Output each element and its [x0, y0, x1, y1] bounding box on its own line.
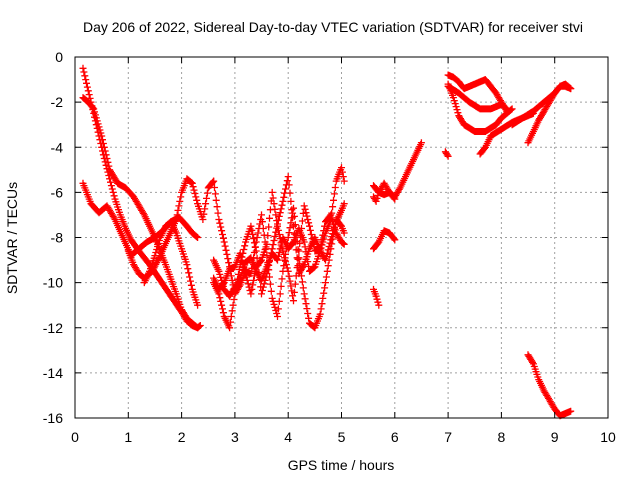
axis-ticks: 0 1 2 3 4 5 6 7 8 9 10 0 -2 -4 -6 -8 -10 -12 -14 -16 [43, 49, 616, 445]
series-arc-1 [79, 64, 202, 332]
y-tick-label: -12 [43, 320, 63, 336]
series-arc-9 [210, 164, 348, 300]
plus-marker-run [79, 64, 202, 332]
series-arc-4 [124, 175, 218, 282]
y-tick-label: -2 [51, 94, 64, 110]
y-tick-label: -10 [43, 275, 63, 291]
y-tick-label: -8 [51, 230, 64, 246]
chart-title: Day 206 of 2022, Sidereal Day-to-day VTE… [83, 19, 583, 35]
y-tick-label: 0 [55, 49, 63, 65]
x-tick-label: 5 [338, 429, 346, 445]
series-arc-12 [370, 227, 399, 253]
plus-marker-run [140, 218, 202, 309]
series-arc-20 [508, 80, 575, 129]
y-tick-label: -16 [43, 410, 63, 426]
plus-marker-run [370, 179, 399, 205]
series-arc-13 [370, 285, 383, 309]
plus-marker-run [508, 80, 575, 129]
x-tick-label: 8 [498, 429, 506, 445]
series-arc-21 [524, 351, 575, 420]
y-tick-label: -4 [51, 139, 64, 155]
plus-marker-run [444, 82, 511, 113]
x-tick-label: 6 [391, 429, 399, 445]
data-series [79, 64, 575, 420]
y-axis-label: SDTVAR / TECUs [4, 182, 20, 294]
x-tick-label: 3 [231, 429, 239, 445]
x-tick-label: 2 [178, 429, 186, 445]
plus-marker-run [444, 71, 511, 115]
plus-marker-run [370, 227, 399, 253]
x-tick-label: 0 [71, 429, 79, 445]
plus-marker-run [441, 148, 452, 160]
x-tick-label: 4 [284, 429, 292, 445]
x-tick-label: 9 [551, 429, 559, 445]
plus-marker-run [370, 285, 383, 309]
x-tick-label: 10 [600, 429, 616, 445]
series-arc-5 [140, 218, 202, 309]
x-tick-label: 7 [444, 429, 452, 445]
y-tick-label: -14 [43, 365, 63, 381]
plus-marker-run [210, 164, 348, 300]
x-axis-label: GPS time / hours [288, 457, 395, 473]
y-tick-label: -6 [51, 184, 64, 200]
series-arc-17 [441, 148, 452, 160]
series-arc-14 [444, 71, 511, 115]
x-tick-label: 1 [124, 429, 132, 445]
series-arc-16 [444, 82, 511, 113]
series-arc-11 [370, 179, 399, 205]
plus-marker-run [524, 351, 575, 420]
plus-marker-run [124, 175, 218, 282]
